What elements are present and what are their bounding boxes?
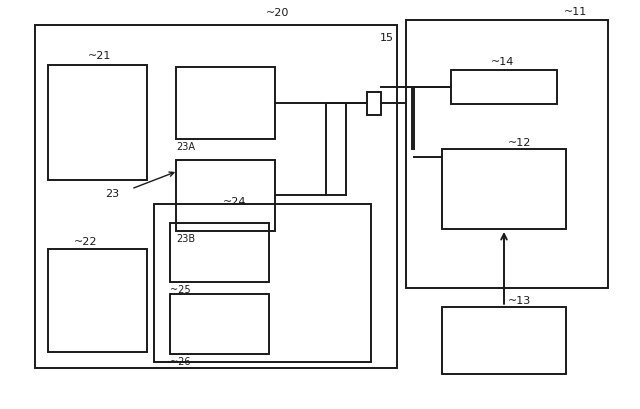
Text: 15: 15 <box>380 33 394 43</box>
Text: ~20: ~20 <box>266 9 289 18</box>
Bar <box>170 294 269 354</box>
Text: ~13: ~13 <box>508 296 531 306</box>
Bar <box>176 160 275 231</box>
Text: ~24: ~24 <box>223 197 246 207</box>
Text: 23B: 23B <box>176 234 195 244</box>
Text: ~21: ~21 <box>88 52 111 61</box>
Bar <box>176 67 275 139</box>
Bar <box>35 25 397 368</box>
Text: ~25: ~25 <box>170 285 190 295</box>
Text: 23: 23 <box>105 189 119 199</box>
Bar <box>48 65 147 180</box>
Bar <box>451 70 557 104</box>
Bar <box>367 92 381 115</box>
Text: ~12: ~12 <box>508 138 531 148</box>
Bar <box>406 20 608 288</box>
Text: ~22: ~22 <box>74 238 97 247</box>
Bar <box>48 249 147 352</box>
Text: ~14: ~14 <box>491 58 514 67</box>
Text: ~11: ~11 <box>564 7 588 17</box>
Bar <box>442 307 566 374</box>
Text: ~26: ~26 <box>170 357 190 366</box>
Bar <box>154 204 371 362</box>
Text: 23A: 23A <box>176 142 195 152</box>
Bar <box>442 149 566 229</box>
Bar <box>170 223 269 282</box>
